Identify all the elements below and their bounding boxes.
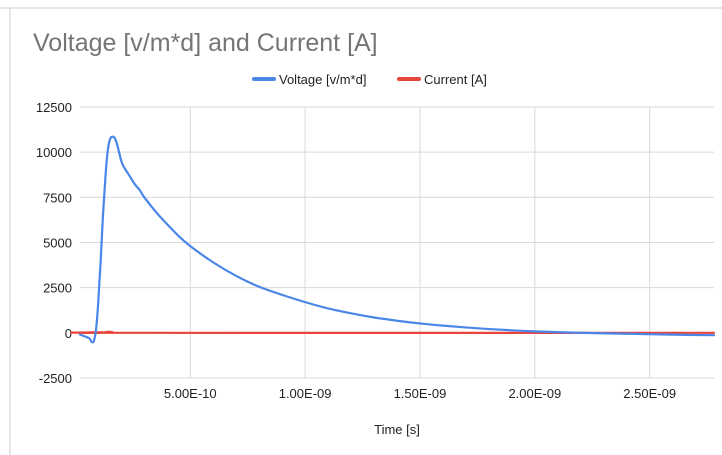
gridlines <box>80 106 714 379</box>
x-tick-label: 5.00E-10 <box>164 386 217 401</box>
x-tick-label: 1.00E-09 <box>279 386 332 401</box>
legend-label-voltage: Voltage [v/m*d] <box>279 72 366 87</box>
legend: Voltage [v/m*d] Current [A] <box>252 72 487 87</box>
x-axis-label: Time [s] <box>374 422 420 437</box>
y-tick-label: 2500 <box>43 281 72 296</box>
x-tick-label: 2.00E-09 <box>508 386 561 401</box>
y-tick-label: 10000 <box>36 145 72 160</box>
x-axis-ticks: 5.00E-10 1.00E-09 1.50E-09 2.00E-09 2.50E-09 <box>164 386 676 401</box>
x-tick-label: 2.50E-09 <box>623 386 676 401</box>
y-tick-label: 0 <box>65 326 72 341</box>
x-tick-label: 1.50E-09 <box>394 386 447 401</box>
y-tick-label: -2500 <box>39 371 72 386</box>
series-line-voltage <box>78 135 716 344</box>
y-tick-label: 12500 <box>36 100 72 115</box>
series-line-current <box>70 330 716 335</box>
chart-title: Voltage [v/m*d] and Current [A] <box>33 29 378 57</box>
y-tick-label: 7500 <box>43 190 72 205</box>
series-lines <box>70 135 716 344</box>
y-axis-ticks: -2500 0 2500 5000 7500 10000 12500 <box>36 100 72 386</box>
legend-label-current: Current [A] <box>424 72 487 87</box>
y-tick-label: 5000 <box>43 236 72 251</box>
